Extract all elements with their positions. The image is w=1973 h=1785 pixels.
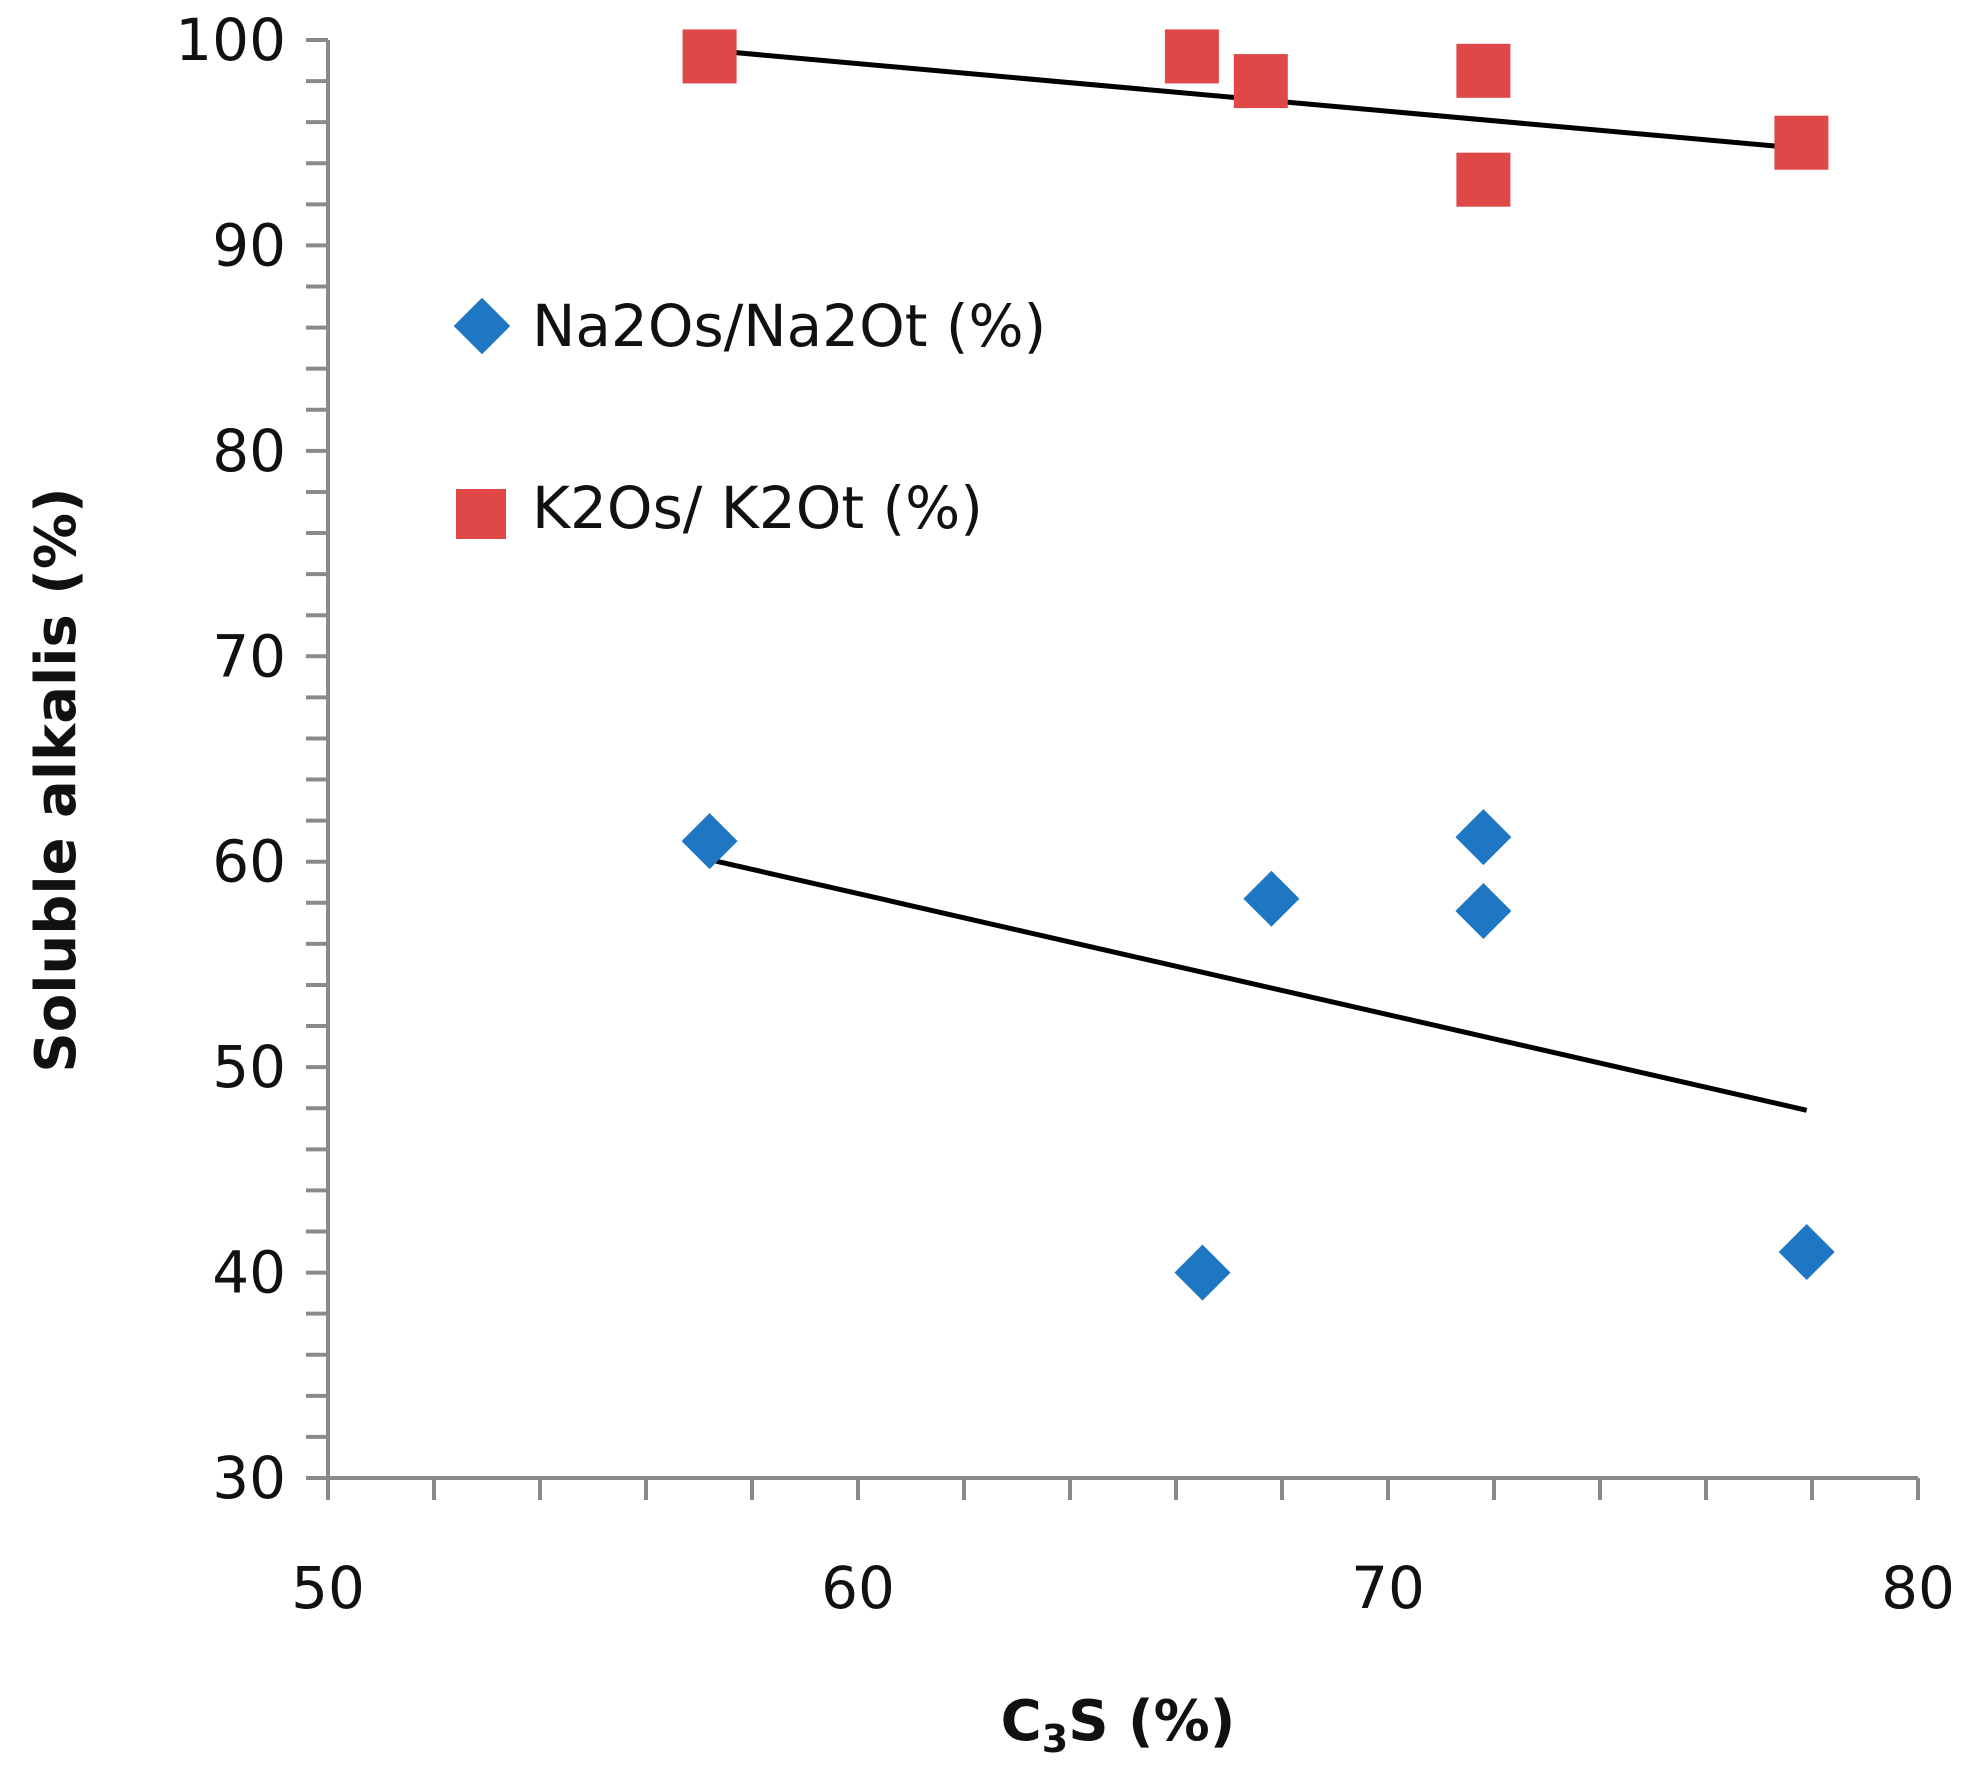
k2o-point [682, 29, 737, 84]
k2o-point [1456, 152, 1511, 207]
k2o-point [1456, 43, 1511, 98]
k2o-point [1233, 54, 1288, 109]
trendline-na2o [709, 857, 1808, 1113]
data-points [681, 29, 1835, 1301]
na2o-point [681, 813, 738, 870]
axis-labels: 30 40 50 60 70 80 90 100 50 60 70 80 [175, 6, 1955, 1622]
legend-label-k2o: K2Os/ K2Ot (%) [532, 474, 983, 542]
y-tick-label: 50 [212, 1033, 286, 1101]
legend: Na2Os/Na2Ot (%) K2Os/ K2Ot (%) [453, 292, 1046, 542]
y-tick-label: 40 [212, 1239, 286, 1307]
x-tick-label: 60 [821, 1554, 895, 1622]
axes [306, 38, 1920, 1500]
y-tick-label: 90 [212, 211, 286, 279]
na2o-point [1455, 883, 1512, 940]
y-tick-label: 60 [212, 828, 286, 896]
x-tick-label: 80 [1881, 1554, 1955, 1622]
y-tick-label: 80 [212, 417, 286, 485]
na2o-point [1243, 870, 1300, 927]
x-tick-label: 70 [1351, 1554, 1425, 1622]
x-axis-title: C3S (%) [1001, 1689, 1236, 1761]
k2o-point [1774, 115, 1829, 170]
y-axis-title: Soluble alkalis (%) [24, 487, 89, 1072]
legend-marker-k2o [456, 489, 506, 539]
legend-marker-na2o [453, 297, 511, 355]
legend-label-na2o: Na2Os/Na2Ot (%) [532, 292, 1046, 360]
na2o-point [1778, 1224, 1835, 1281]
trendlines [709, 47, 1808, 1113]
x-tick-label: 50 [291, 1554, 365, 1622]
na2o-point [1174, 1244, 1231, 1301]
y-tick-label: 70 [212, 622, 286, 690]
y-tick-label: 30 [212, 1444, 286, 1512]
k2o-point [1164, 29, 1219, 84]
y-tick-label: 100 [175, 6, 286, 74]
na2o-point [1455, 809, 1512, 866]
